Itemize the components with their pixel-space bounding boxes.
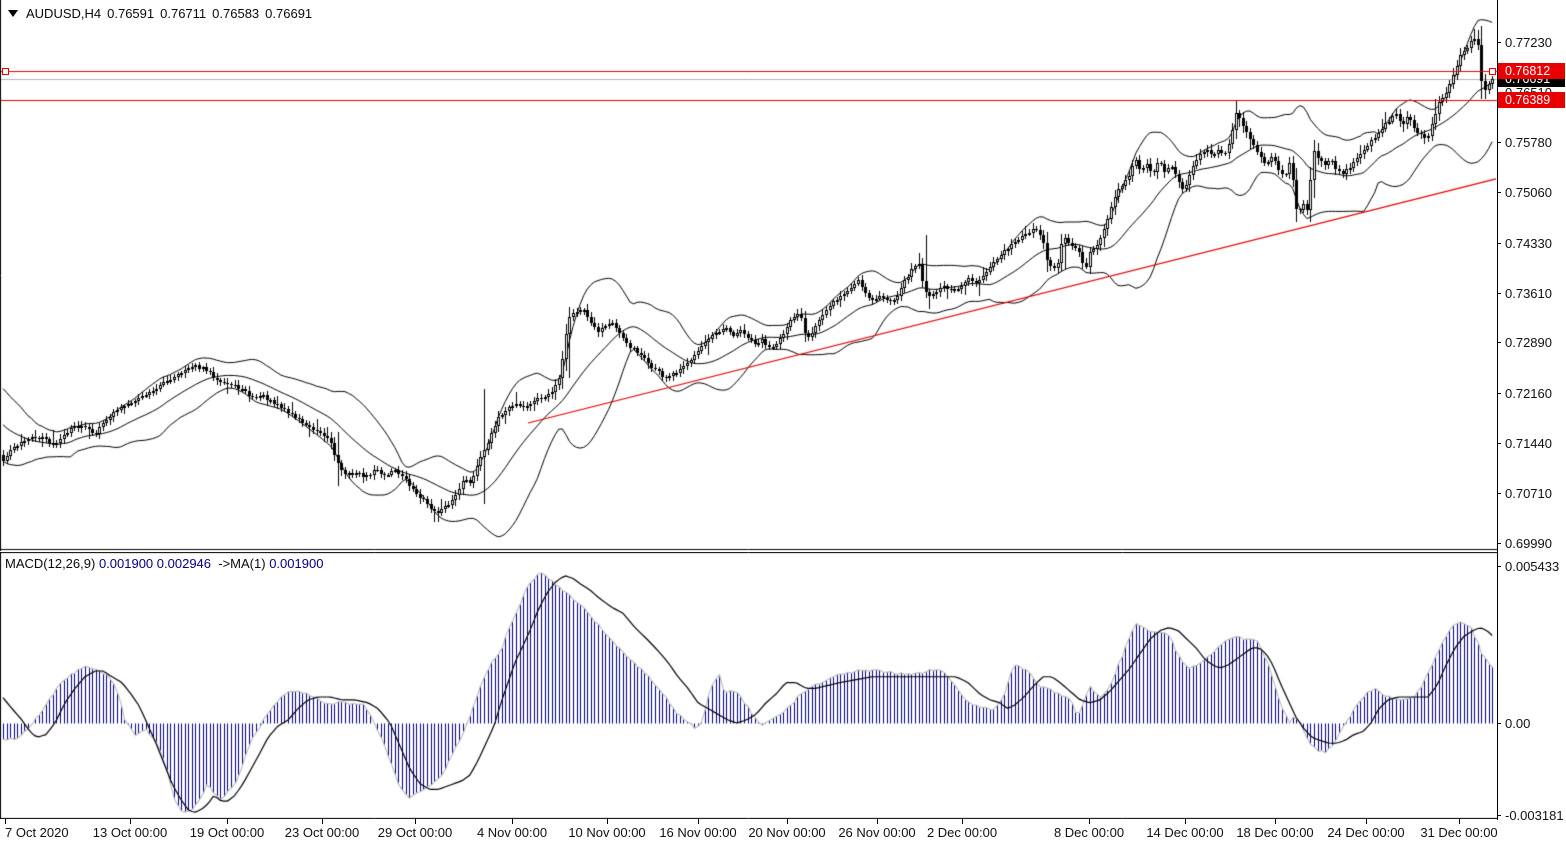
high-value: 0.76711: [160, 6, 207, 21]
ohlc-values: 0.76591 0.76711 0.76583 0.76691: [107, 6, 318, 21]
macd-value-2: 0.002946: [156, 556, 212, 571]
price-tick-mark: [1497, 192, 1501, 193]
hline-price-badge: 0.76389: [1498, 92, 1565, 109]
time-tick-mark: [130, 819, 131, 824]
price-tick-mark: [1497, 443, 1501, 444]
price-tick-mark: [1497, 42, 1501, 43]
macd-tick-mark: [1497, 566, 1501, 567]
macd-indicator-label: MACD(12,26,9) 0.001900 0.002946 ->MA(1) …: [5, 556, 323, 571]
price-axis[interactable]: 0.772300.765100.757800.750600.743300.736…: [1497, 0, 1566, 823]
macd-tick-mark: [1497, 815, 1501, 816]
time-tick-mark: [1089, 819, 1090, 824]
time-tick-label: 16 Nov 00:00: [659, 825, 737, 840]
time-tick-label: 29 Oct 00:00: [377, 825, 453, 840]
time-tick-mark: [1366, 819, 1367, 824]
price-tick-mark: [1497, 342, 1501, 343]
hline-handle-right[interactable]: [1489, 68, 1496, 75]
price-tick-label: 0.73610: [1505, 285, 1552, 301]
time-tick-label: 20 Nov 00:00: [748, 825, 826, 840]
collapse-triangle-icon[interactable]: [8, 10, 18, 17]
time-tick-label: 31 Dec 00:00: [1420, 825, 1498, 840]
time-tick-mark: [512, 819, 513, 824]
price-tick-mark: [1497, 493, 1501, 494]
macd-ma-value: 0.001900: [269, 556, 324, 571]
time-tick-mark: [607, 819, 608, 824]
time-tick-label: 13 Oct 00:00: [92, 825, 168, 840]
price-tick-mark: [1497, 393, 1501, 394]
time-axis[interactable]: 7 Oct 2020 13 Oct 00:00 19 Oct 00:00 23 Oct…: [0, 819, 1566, 850]
price-tick-label: 0.72890: [1505, 335, 1552, 351]
price-tick-label: 0.69990: [1505, 536, 1552, 551]
price-tick-label: 0.71440: [1505, 435, 1552, 451]
time-tick-mark: [698, 819, 699, 824]
time-tick-label: 7 Oct 2020: [5, 825, 69, 840]
time-tick-mark: [415, 819, 416, 824]
time-tick-label: 8 Dec 00:00: [1053, 825, 1125, 840]
macd-tick-label: 0.005433: [1505, 558, 1560, 574]
hline-handle-left[interactable]: [2, 68, 9, 75]
time-tick-mark: [787, 819, 788, 824]
price-tick-mark: [1497, 293, 1501, 294]
price-tick-mark: [1497, 543, 1501, 544]
price-tick-label: 0.74330: [1505, 235, 1552, 251]
price-tick-label: 0.72160: [1505, 385, 1552, 401]
macd-tick-label: -0.003181: [1505, 807, 1564, 823]
price-tick-mark: [1497, 243, 1501, 244]
price-tick-mark: [1497, 142, 1501, 143]
time-tick-label: 18 Dec 00:00: [1236, 825, 1314, 840]
macd-name: MACD(12,26,9): [5, 556, 96, 571]
chart-title: AUDUSD,H4 0.76591 0.76711 0.76583 0.76691: [8, 6, 318, 21]
time-tick-label: 2 Dec 00:00: [926, 825, 998, 840]
time-tick-mark: [322, 819, 323, 824]
macd-value-1: 0.001900: [98, 556, 154, 571]
main-price-chart[interactable]: [0, 0, 1497, 551]
price-tick-label: 0.77230: [1505, 35, 1552, 50]
time-tick-mark: [1459, 819, 1460, 824]
price-tick-label: 0.75060: [1505, 185, 1552, 201]
hline-price-badge: 0.76812: [1498, 62, 1565, 79]
macd-ma-name: ->MA(1): [218, 556, 266, 571]
time-tick-label: 14 Dec 00:00: [1146, 825, 1224, 840]
close-value: 0.76691: [265, 6, 313, 21]
price-tick-label: 0.70710: [1505, 486, 1552, 502]
macd-indicator-pane[interactable]: [0, 552, 1497, 819]
time-tick-label: 26 Nov 00:00: [838, 825, 916, 840]
time-tick-label: 10 Nov 00:00: [568, 825, 646, 840]
time-tick-label: 24 Dec 00:00: [1327, 825, 1405, 840]
macd-tick-mark: [1497, 723, 1501, 724]
time-tick-label: 23 Oct 00:00: [284, 825, 360, 840]
price-tick-label: 0.75780: [1505, 135, 1552, 151]
time-tick-label: 4 Nov 00:00: [476, 825, 548, 840]
macd-tick-label: 0.00: [1505, 716, 1531, 731]
time-tick-mark: [962, 819, 963, 824]
price-axis-separator: [1497, 0, 1498, 820]
time-tick-mark: [5, 819, 6, 824]
symbol-period-label: AUDUSD,H4: [26, 6, 102, 21]
low-value: 0.76583: [212, 6, 260, 21]
time-tick-mark: [227, 819, 228, 824]
time-tick-mark: [1275, 819, 1276, 824]
time-tick-label: 19 Oct 00:00: [189, 825, 265, 840]
time-tick-mark: [1185, 819, 1186, 824]
open-value: 0.76591: [107, 6, 155, 21]
time-tick-mark: [877, 819, 878, 824]
